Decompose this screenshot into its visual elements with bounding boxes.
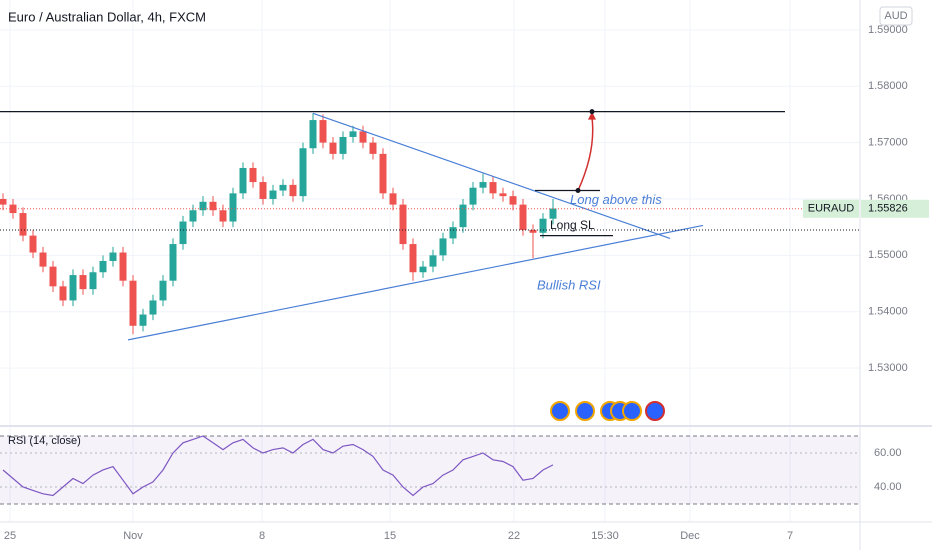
candle-body xyxy=(329,142,337,154)
arrow xyxy=(577,117,594,191)
rsi-line xyxy=(2,435,554,497)
candle-body xyxy=(459,204,467,228)
long-entry-text: Long above this xyxy=(570,192,662,207)
candle-body xyxy=(0,198,7,205)
last-price-label: 1.55826 xyxy=(868,203,908,215)
arrow-start xyxy=(575,188,581,194)
candle-body xyxy=(409,244,417,273)
candle-body xyxy=(519,204,527,230)
candle-body xyxy=(19,213,27,236)
candle-body xyxy=(379,153,387,194)
x-tick-label: 15:30 xyxy=(591,530,619,542)
x-tick-label: 25 xyxy=(4,530,16,542)
candle-body xyxy=(349,131,357,137)
candle-body xyxy=(429,255,437,267)
y-tick-label: 1.58000 xyxy=(868,80,908,92)
candle-body xyxy=(299,148,307,197)
upper-trendline xyxy=(312,112,671,239)
symbol-label: EURAUD xyxy=(808,203,855,215)
y-tick-label: 1.55000 xyxy=(868,249,908,261)
x-tick-label: 8 xyxy=(259,530,265,542)
candle-body xyxy=(29,235,37,253)
candle-body xyxy=(259,182,267,199)
candle-body xyxy=(419,266,427,273)
candle-body xyxy=(449,227,457,239)
candle-body xyxy=(369,142,377,154)
candle-body xyxy=(279,184,287,191)
rsi-tick-label: 60.00 xyxy=(874,447,902,459)
rsi-note: Bullish RSI xyxy=(537,277,601,292)
candle-body xyxy=(109,252,117,261)
x-tick-label: 22 xyxy=(508,530,520,542)
candle-body xyxy=(159,280,167,301)
candle-body xyxy=(289,184,297,197)
candle-body xyxy=(359,131,367,143)
candle-body xyxy=(489,182,497,194)
event-icons[interactable] xyxy=(550,401,665,421)
y-tick-label: 1.53000 xyxy=(868,362,908,374)
candle-body xyxy=(269,190,277,199)
chart-title: Euro / Australian Dollar, 4h, FXCM xyxy=(8,9,206,24)
candle-body xyxy=(389,193,397,205)
candle-body xyxy=(79,275,87,290)
candle-body xyxy=(119,252,127,281)
candle-body xyxy=(249,167,257,183)
candle-body xyxy=(509,196,517,205)
candle-body xyxy=(69,275,77,301)
candle-body xyxy=(499,193,507,197)
x-tick-label: 7 xyxy=(787,530,793,542)
rsi-title: RSI (14, close) xyxy=(8,435,81,447)
candle-body xyxy=(39,252,47,267)
symbol-box xyxy=(803,199,859,218)
x-tick-label: Nov xyxy=(123,530,143,542)
candle-body xyxy=(129,280,137,326)
candle-body xyxy=(309,120,317,149)
long-sl-text: Long SL xyxy=(550,218,595,232)
arrow-head xyxy=(588,111,596,120)
x-tick-label: 15 xyxy=(384,530,396,542)
y-tick-label: 1.54000 xyxy=(868,306,908,318)
candle-body xyxy=(439,238,447,256)
y-tick-label: 1.57000 xyxy=(868,137,908,149)
rsi-tick-label: 40.00 xyxy=(874,481,902,493)
currency-box[interactable] xyxy=(879,6,913,26)
candle-body xyxy=(549,208,557,219)
last-price-box xyxy=(861,199,929,218)
candle-body xyxy=(229,193,237,222)
candle-body xyxy=(169,244,177,281)
y-tick-label: 1.59000 xyxy=(868,24,908,36)
candle-body xyxy=(59,286,67,301)
candle-body xyxy=(199,201,207,211)
x-tick-label: Dec xyxy=(680,530,700,542)
currency: AUD xyxy=(884,10,907,22)
rsi-band xyxy=(0,435,860,504)
candle-body xyxy=(319,120,327,143)
candle-body xyxy=(149,300,157,315)
candle-body xyxy=(539,218,547,233)
candle-body xyxy=(179,221,187,245)
candle-body xyxy=(219,210,227,222)
candle-body xyxy=(529,229,537,233)
arrow-end xyxy=(589,109,595,115)
candle-body xyxy=(49,266,57,287)
lower-trendline xyxy=(127,224,704,341)
candle-body xyxy=(239,167,247,194)
candle-body xyxy=(209,201,217,211)
candle-body xyxy=(479,182,487,188)
candle-body xyxy=(189,210,197,222)
candle-body xyxy=(99,260,107,273)
candle-body xyxy=(89,272,97,290)
candle-body xyxy=(139,314,147,326)
candle-body xyxy=(469,187,477,205)
candle-body xyxy=(399,204,407,245)
candle-body xyxy=(339,136,347,154)
